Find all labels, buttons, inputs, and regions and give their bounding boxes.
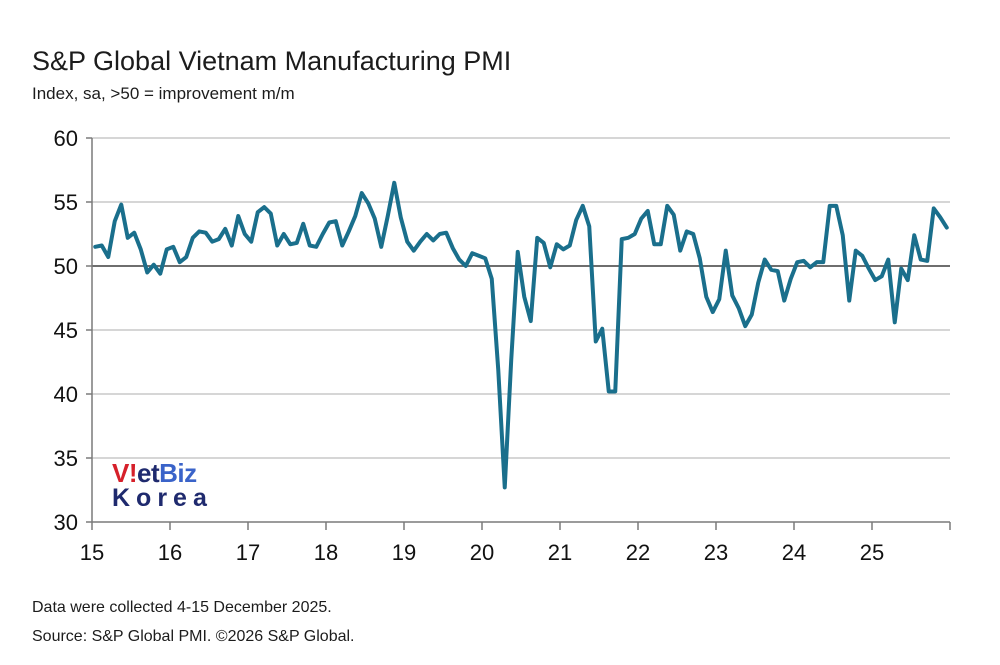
grid-lines [92, 137, 950, 459]
watermark-biz: Biz [159, 458, 197, 488]
y-axis-ticks: 30 35 40 45 50 55 60 [54, 126, 78, 535]
chart-title: S&P Global Vietnam Manufacturing PMI [32, 46, 512, 76]
footer-source: Source: S&P Global PMI. ©2026 S&P Global… [32, 628, 355, 645]
x-tick-label-15: 15 [80, 540, 104, 565]
y-tick-label-30: 30 [54, 510, 78, 535]
y-tick-label-40: 40 [54, 382, 78, 407]
footer-note: Data were collected 4-15 December 2025. [32, 599, 332, 616]
watermark-korea: Korea [112, 484, 213, 512]
x-axis-ticks: 15 16 17 18 19 20 21 22 23 24 25 [80, 540, 884, 565]
x-tick-label-21: 21 [548, 540, 572, 565]
x-tick-label-23: 23 [704, 540, 728, 565]
x-tick-label-20: 20 [470, 540, 494, 565]
watermark-v: V [112, 458, 129, 488]
y-tick-label-35: 35 [54, 446, 78, 471]
axes [86, 137, 951, 530]
y-tick-label-60: 60 [54, 126, 78, 151]
x-tick-label-24: 24 [782, 540, 806, 565]
series-line-0 [93, 180, 949, 490]
x-tick-label-16: 16 [158, 540, 182, 565]
vietbiz-korea-watermark: V!etBiz Korea [112, 460, 213, 511]
x-tick-label-17: 17 [236, 540, 260, 565]
y-tick-label-55: 55 [54, 190, 78, 215]
watermark-et: et [137, 458, 160, 488]
y-tick-label-45: 45 [54, 318, 78, 343]
chart-subtitle: Index, sa, >50 = improvement m/m [32, 84, 295, 103]
x-tick-label-22: 22 [626, 540, 650, 565]
series [93, 180, 949, 490]
y-tick-label-50: 50 [54, 254, 78, 279]
x-tick-label-25: 25 [860, 540, 884, 565]
x-tick-label-18: 18 [314, 540, 338, 565]
x-tick-label-19: 19 [392, 540, 416, 565]
watermark-exclaim: ! [128, 458, 138, 488]
